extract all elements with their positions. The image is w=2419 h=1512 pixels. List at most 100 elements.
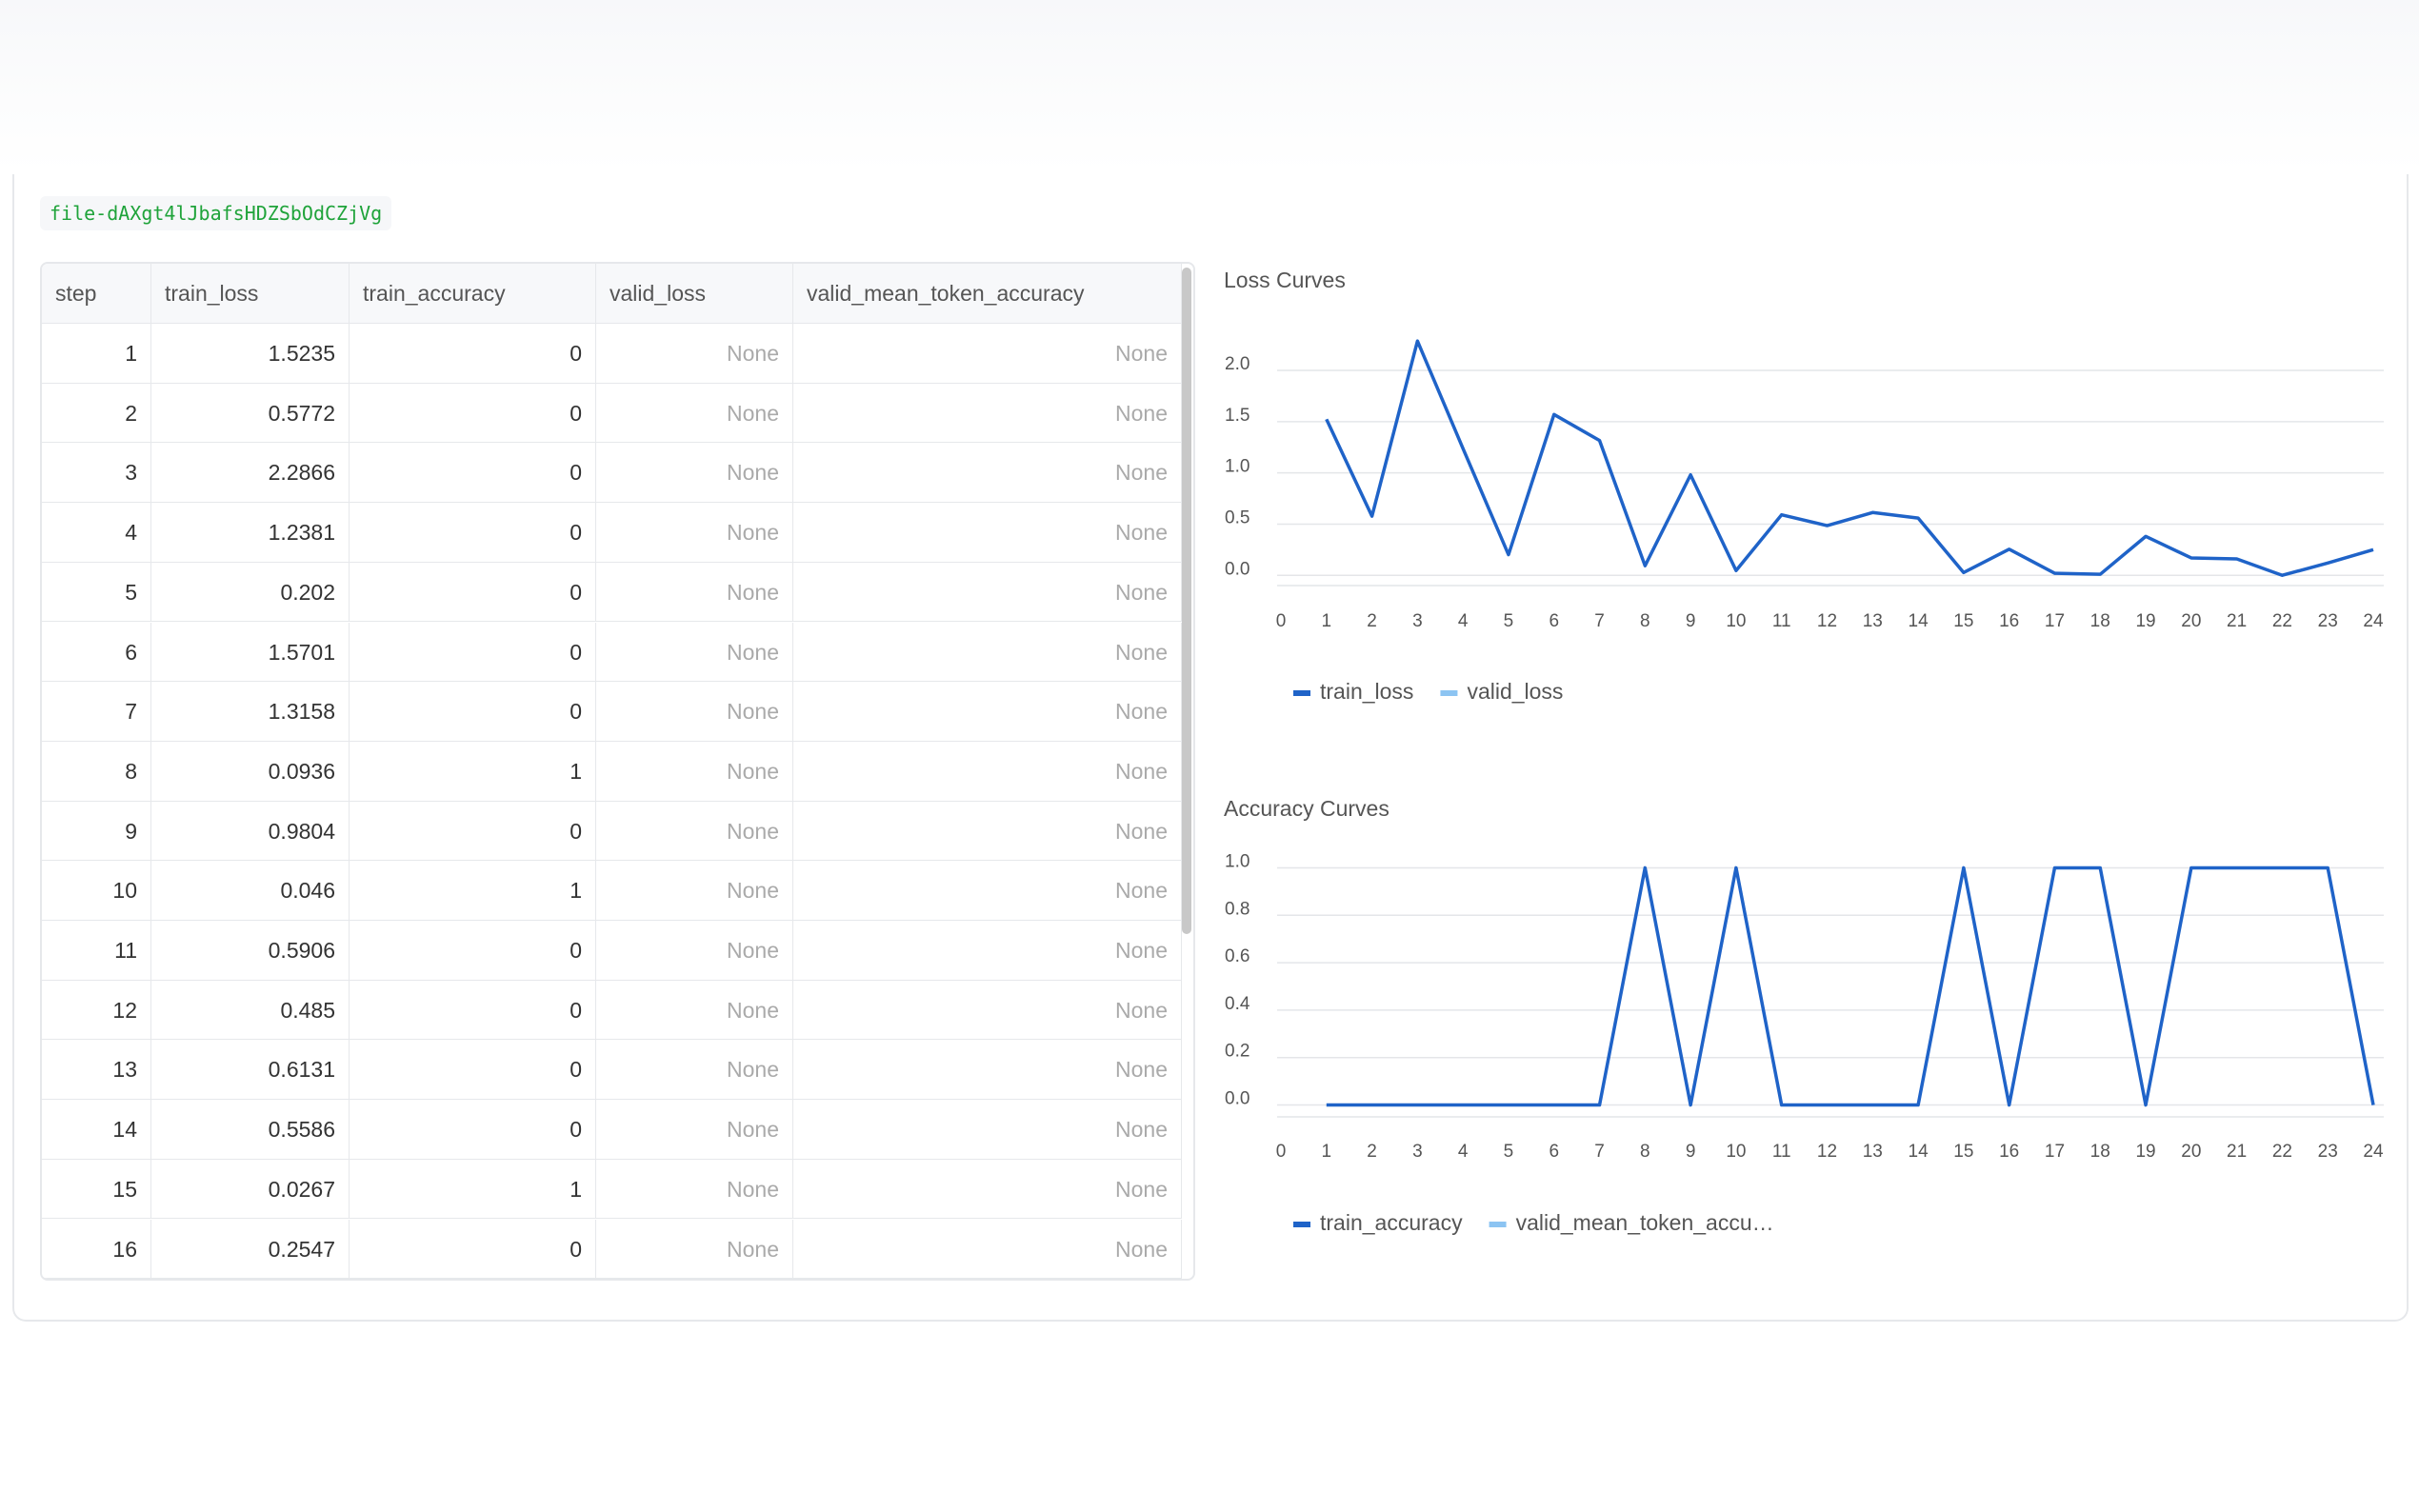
y-tick-label: 0.2 <box>1225 1042 1249 1062</box>
x-tick-label: 24 <box>2363 1142 2384 1162</box>
x-tick-label: 16 <box>1999 611 2019 631</box>
table-cell: None <box>793 741 1182 802</box>
x-tick-label: 11 <box>1772 1142 1791 1162</box>
table-cell: None <box>793 801 1182 862</box>
x-tick-label: 9 <box>1686 611 1696 631</box>
table-cell: 0.2547 <box>151 1219 350 1279</box>
table-cell: None <box>596 443 793 504</box>
table-cell: 0.9804 <box>151 801 350 862</box>
y-tick-label: 1.0 <box>1225 457 1249 477</box>
chart-title: Accuracy Curves <box>1224 796 1389 821</box>
column-header: train_loss <box>151 264 350 324</box>
legend-swatch <box>1293 1222 1310 1227</box>
legend-label: train_accuracy <box>1320 1210 1463 1235</box>
table-cell: 0 <box>350 324 596 384</box>
table-cell: None <box>793 503 1182 563</box>
table-cell: 0 <box>350 1040 596 1101</box>
table-cell: 0 <box>350 801 596 862</box>
x-tick-label: 19 <box>2135 1142 2155 1162</box>
table-cell: None <box>596 1100 793 1160</box>
table-cell: None <box>596 682 793 742</box>
table-cell: None <box>793 1100 1182 1160</box>
table-cell: 0 <box>350 562 596 623</box>
table-cell: None <box>793 1219 1182 1279</box>
x-tick-label: 23 <box>2318 611 2338 631</box>
x-tick-label: 8 <box>1640 1142 1650 1162</box>
table-cell: None <box>596 562 793 623</box>
table-cell: None <box>596 324 793 384</box>
table-cell: None <box>793 383 1182 444</box>
table-cell: 0 <box>350 383 596 444</box>
series-line <box>1325 339 2374 577</box>
table-cell: 14 <box>42 1100 151 1160</box>
legend-label: valid_mean_token_accu… <box>1516 1210 1774 1235</box>
legend-swatch <box>1440 690 1458 696</box>
table-cell: None <box>793 562 1182 623</box>
x-tick-label: 7 <box>1594 611 1605 631</box>
table-cell: 13 <box>42 1040 151 1101</box>
x-tick-label: 17 <box>2045 611 2065 631</box>
table-cell: 0 <box>350 443 596 504</box>
table-cell: 16 <box>42 1219 151 1279</box>
x-tick-label: 3 <box>1412 611 1423 631</box>
x-tick-label: 24 <box>2363 611 2384 631</box>
legend-label: valid_loss <box>1467 679 1563 704</box>
table-cell: 3 <box>42 443 151 504</box>
x-tick-label: 11 <box>1772 611 1791 631</box>
table-cell: 0.0936 <box>151 741 350 802</box>
x-tick-label: 10 <box>1726 1142 1746 1162</box>
table-cell: 1 <box>350 861 596 921</box>
x-tick-label: 22 <box>2272 611 2292 631</box>
table-cell: None <box>793 324 1182 384</box>
table-cell: 0.202 <box>151 562 350 623</box>
x-tick-label: 18 <box>2090 611 2110 631</box>
x-tick-label: 12 <box>1817 611 1837 631</box>
x-tick-label: 20 <box>2181 611 2201 631</box>
column-header: valid_mean_token_accuracy <box>793 264 1182 324</box>
table-cell: 1 <box>350 741 596 802</box>
column-header: train_accuracy <box>350 264 596 324</box>
legend-swatch <box>1489 1222 1507 1227</box>
x-tick-label: 23 <box>2318 1142 2338 1162</box>
table-cell: 0 <box>350 682 596 742</box>
file-id: file-dAXgt4lJbafsHDZSbOdCZjVg <box>40 196 392 230</box>
table-cell: 1.3158 <box>151 682 350 742</box>
y-tick-label: 1.0 <box>1225 851 1249 871</box>
table-cell: 2.2866 <box>151 443 350 504</box>
table-cell: None <box>596 1040 793 1101</box>
x-tick-label: 21 <box>2227 611 2247 631</box>
table-cell: None <box>793 622 1182 683</box>
y-tick-label: 1.5 <box>1225 406 1249 426</box>
table-cell: None <box>596 383 793 444</box>
x-tick-label: 12 <box>1817 1142 1837 1162</box>
y-tick-label: 0.0 <box>1225 1089 1249 1109</box>
y-tick-label: 0.8 <box>1225 899 1249 919</box>
table-cell: 1.2381 <box>151 503 350 563</box>
table-cell: 0 <box>350 921 596 981</box>
table-cell: None <box>596 741 793 802</box>
x-tick-label: 0 <box>1276 1142 1287 1162</box>
table-cell: 8 <box>42 741 151 802</box>
column-header: step <box>42 264 151 324</box>
x-tick-label: 9 <box>1686 1142 1696 1162</box>
table-cell: 7 <box>42 682 151 742</box>
x-tick-label: 8 <box>1640 611 1650 631</box>
table-cell: 1 <box>350 1159 596 1220</box>
y-tick-label: 0.5 <box>1225 507 1249 527</box>
column-header: valid_loss <box>596 264 793 324</box>
table-cell: None <box>596 622 793 683</box>
x-tick-label: 14 <box>1909 611 1929 631</box>
x-tick-label: 16 <box>1999 1142 2019 1162</box>
card <box>12 174 2409 1322</box>
table-cell: None <box>596 503 793 563</box>
x-tick-label: 14 <box>1909 1142 1929 1162</box>
table-cell: 4 <box>42 503 151 563</box>
table-cell: 9 <box>42 801 151 862</box>
table-cell: None <box>596 1219 793 1279</box>
y-tick-label: 0.0 <box>1225 559 1249 579</box>
scrollbar[interactable] <box>1182 268 1191 934</box>
table-cell: None <box>596 1159 793 1220</box>
table-cell: None <box>596 801 793 862</box>
